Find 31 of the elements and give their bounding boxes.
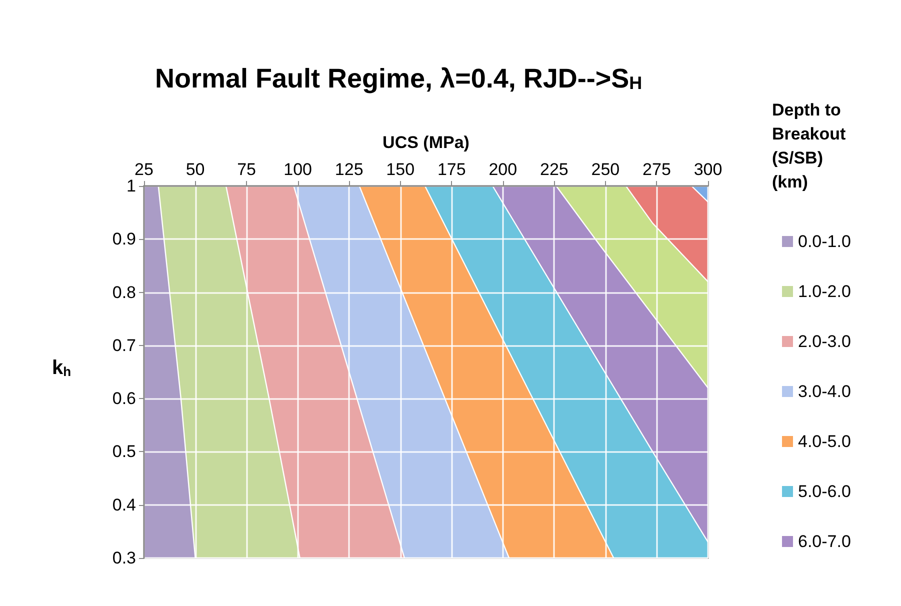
y-axis-title: kh	[52, 357, 72, 379]
x-tick-label: 50	[186, 160, 205, 179]
x-tick-label: 125	[334, 160, 364, 179]
chart-title: Normal Fault Regime, λ=0.4, RJD-->SH	[155, 64, 642, 94]
x-tick-label: 225	[540, 160, 568, 179]
y-tick-label: 0.6	[112, 389, 136, 408]
x-tick-label: 200	[488, 160, 518, 179]
x-tick-label: 275	[642, 160, 671, 179]
legend-label: 5.0-6.0	[798, 482, 851, 501]
x-tick-label: 250	[591, 160, 620, 179]
x-tick-label: 300	[694, 160, 722, 179]
y-tick-label: 0.7	[112, 336, 136, 355]
legend-label: 6.0-7.0	[798, 532, 851, 551]
y-tick-label: 0.4	[112, 495, 136, 514]
x-axis-title: UCS (MPa)	[382, 133, 470, 152]
y-tick-label: 0.9	[112, 230, 136, 249]
x-tick-label: 175	[437, 160, 466, 179]
legend-label: 1.0-2.0	[798, 282, 851, 301]
legend-title: Depth to Breakout (S/SB) (km)	[772, 100, 850, 192]
legend-label: 3.0-4.0	[798, 382, 851, 401]
x-tick-label: 25	[134, 160, 154, 179]
legend-label: 4.0-5.0	[798, 432, 851, 451]
y-tick-label: 0.8	[112, 282, 136, 302]
y-tick-label: 1	[126, 176, 136, 196]
legend-label: 0.0-1.0	[798, 232, 851, 251]
legend-label: 2.0-3.0	[798, 332, 851, 351]
x-tick-label: 100	[284, 160, 312, 179]
x-tick-label: 150	[386, 160, 415, 179]
x-tick-label: 75	[237, 160, 256, 179]
y-tick-label: 0.5	[112, 442, 136, 462]
y-tick-label: 0.3	[112, 548, 136, 568]
